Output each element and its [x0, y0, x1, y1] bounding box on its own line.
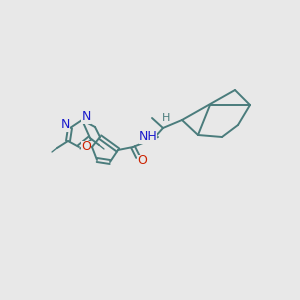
Text: O: O — [137, 154, 147, 167]
Text: N: N — [60, 118, 70, 131]
Text: O: O — [81, 140, 91, 154]
Text: NH: NH — [139, 130, 158, 143]
Text: N: N — [81, 110, 91, 124]
Text: H: H — [162, 113, 170, 123]
